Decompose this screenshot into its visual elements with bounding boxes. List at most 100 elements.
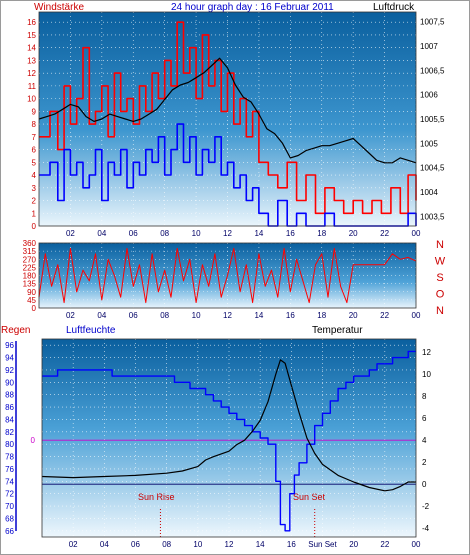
x-tick-label: 02 (66, 229, 75, 238)
x-tick-label: 20 (349, 311, 358, 320)
humidity-label: Luftfeuchte (66, 325, 116, 336)
y-tick-label: 74 (5, 477, 14, 486)
y-tick-label: 15 (27, 31, 36, 40)
x-tick-label: 20 (349, 229, 358, 238)
y-right-tick-label: 10 (422, 370, 431, 379)
x-tick-label: 18 (317, 229, 326, 238)
y-tick-label: 90 (5, 378, 14, 387)
y-tick-label: 4 (32, 171, 37, 180)
x-tick-label: 14 (254, 311, 263, 320)
y-right-tick-label: 0 (422, 480, 427, 489)
y-tick-label: 1 (32, 209, 37, 218)
y-tick-label: 3 (32, 184, 37, 193)
y-tick-label: 8 (32, 120, 37, 129)
y-tick-label: 92 (5, 366, 14, 375)
y-tick-label: 225 (23, 263, 37, 272)
x-tick-label: 08 (160, 229, 169, 238)
y-tick-label: 70 (5, 502, 14, 511)
y-tick-label: 2 (32, 197, 37, 206)
y-right-tick-label: 1004,5 (420, 164, 445, 173)
x-tick-label: 00 (412, 229, 421, 238)
y-right-tick-label: 8 (422, 392, 427, 401)
y-right-tick-label: -2 (422, 502, 430, 511)
compass-label: W (435, 256, 446, 268)
x-tick-label: 14 (256, 540, 265, 549)
y-tick-label: 360 (23, 239, 37, 248)
wind-title: Windstärke (34, 2, 84, 13)
chart-title: 24 hour graph day : 16 Februar 2011 (171, 2, 334, 13)
x-tick-label: 16 (287, 540, 296, 549)
y-tick-label: 315 (23, 247, 37, 256)
plot-frame (38, 242, 417, 309)
temperature-series (41, 359, 416, 492)
chart-wind-pressure: 02 04 06 08 10 12 14 16 18 20 22 000123456789101112… (27, 11, 445, 238)
x-tick-label: 12 (223, 229, 232, 238)
x-tick-label: 12 (223, 311, 232, 320)
y-tick-label: 7 (32, 133, 37, 142)
y-right-tick-label: 4 (422, 436, 427, 445)
y-tick-label: 86 (5, 403, 14, 412)
x-tick-label: 10 (192, 229, 201, 238)
y-right-tick-label: 1007 (420, 42, 438, 51)
y-tick-label: 82 (5, 428, 14, 437)
chart-temp-humidity: 02 04 06 08 10 12 14 16 Sun Set 20 22 0066687072747… (5, 338, 431, 549)
y-tick-label: 80 (5, 440, 14, 449)
x-tick-label: 08 (160, 311, 169, 320)
y-tick-label: 180 (23, 272, 37, 281)
pressure-series (38, 57, 417, 164)
compass-label: N (436, 305, 444, 317)
y-tick-label: 88 (5, 391, 14, 400)
x-tick-label: 22 (380, 311, 389, 320)
y-tick-label: 78 (5, 453, 14, 462)
y-right-tick-label: 1003,5 (420, 212, 445, 221)
y-tick-label: 90 (27, 288, 36, 297)
sunrise-label: Sun Rise (138, 492, 175, 502)
y-tick-label: 76 (5, 465, 14, 474)
x-tick-label: 06 (131, 540, 140, 549)
x-tick-label: Sun Set (308, 540, 337, 549)
x-tick-label: 02 (66, 311, 75, 320)
pressure-title: Luftdruck (373, 2, 415, 13)
y-tick-label: 0 (32, 222, 37, 231)
y-right-tick-label: 1004 (420, 188, 438, 197)
x-tick-label: 00 (412, 311, 421, 320)
y-right-tick-label: -4 (422, 524, 430, 533)
y-tick-label: 14 (27, 44, 36, 53)
x-tick-label: 12 (225, 540, 234, 549)
y-right-tick-label: 2 (422, 458, 427, 467)
x-tick-label: 10 (192, 311, 201, 320)
x-tick-label: 22 (380, 229, 389, 238)
x-tick-label: 16 (286, 311, 295, 320)
y-tick-label: 84 (5, 415, 14, 424)
y-tick-label: 13 (27, 56, 36, 65)
x-tick-label: 16 (286, 229, 295, 238)
y-tick-label: 16 (27, 18, 36, 27)
rain-axis-label: 0 (31, 436, 36, 445)
y-tick-label: 96 (5, 341, 14, 350)
wind-gust-series (39, 21, 417, 215)
y-tick-label: 11 (28, 82, 37, 91)
x-tick-label: 06 (129, 229, 138, 238)
y-right-tick-label: 1005 (420, 139, 438, 148)
y-tick-label: 12 (27, 69, 36, 78)
y-tick-label: 45 (27, 296, 36, 305)
y-tick-label: 6 (32, 146, 37, 155)
y-right-tick-label: 6 (422, 414, 427, 423)
y-right-tick-label: 1006 (420, 91, 438, 100)
x-tick-label: 14 (254, 229, 263, 238)
compass-label: N (436, 239, 444, 251)
compass-label: O (436, 289, 445, 301)
y-tick-label: 66 (5, 527, 14, 536)
x-tick-label: 04 (97, 311, 106, 320)
humidity-series (42, 350, 416, 532)
rain-label: Regen (1, 325, 30, 336)
y-tick-label: 94 (5, 354, 14, 363)
x-tick-label: 18 (317, 311, 326, 320)
y-tick-label: 72 (5, 490, 14, 499)
x-tick-label: 04 (100, 540, 109, 549)
sunset-label: Sun Set (293, 492, 326, 502)
temperature-label: Temperatur (312, 325, 363, 336)
y-right-tick-label: 12 (422, 348, 431, 357)
x-tick-label: 00 (412, 540, 421, 549)
